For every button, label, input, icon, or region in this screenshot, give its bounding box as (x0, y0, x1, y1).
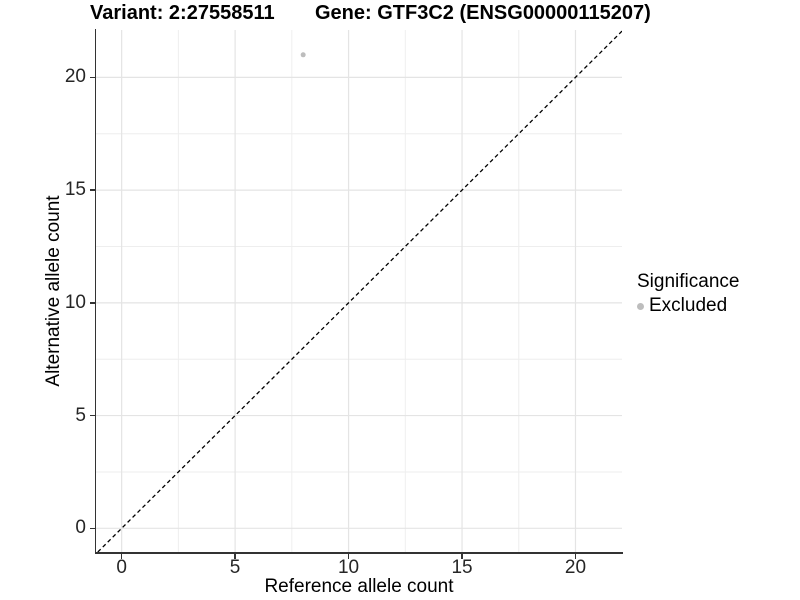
y-tick-mark (89, 189, 95, 191)
y-tick-mark (89, 76, 95, 79)
x-tick-mark (347, 553, 350, 559)
x-tick-mark (461, 553, 463, 559)
x-tick-mark (234, 553, 236, 559)
y-tick-label: 5 (75, 404, 86, 426)
y-tick-label: 0 (75, 517, 86, 539)
legend-marker-circle-icon (637, 302, 644, 310)
plot-title-gene: Gene: GTF3C2 (ENSG00000115207) (315, 2, 651, 24)
legend-entry-label: Excluded (649, 295, 728, 316)
plot-panel (96, 30, 622, 552)
y-tick-mark (89, 302, 95, 304)
x-axis-line (94, 552, 623, 554)
y-tick-label: 20 (64, 66, 86, 88)
x-tick-mark (120, 553, 123, 559)
x-tick-label: 15 (451, 557, 473, 578)
y-tick-mark (89, 527, 95, 530)
x-tick-label: 0 (116, 557, 127, 578)
legend: Significance Excluded (637, 271, 739, 317)
x-tick-mark (574, 553, 577, 559)
plot-title-variant: Variant: 2:27558511 (90, 2, 275, 24)
data-point (300, 52, 306, 58)
y-tick-mark (89, 414, 95, 417)
legend-title: Significance (637, 271, 740, 292)
x-tick-label: 20 (564, 557, 587, 578)
x-axis-title: Reference allele count (264, 576, 454, 597)
y-tick-label: 10 (64, 291, 86, 313)
identity-dashed-line (97, 30, 622, 552)
y-tick-label: 15 (64, 179, 86, 201)
x-tick-label: 5 (229, 557, 241, 578)
plot-canvas (96, 30, 622, 552)
y-axis-line (94, 29, 96, 554)
legend-entry-excluded: Excluded (637, 295, 739, 317)
x-tick-label: 10 (337, 557, 360, 578)
